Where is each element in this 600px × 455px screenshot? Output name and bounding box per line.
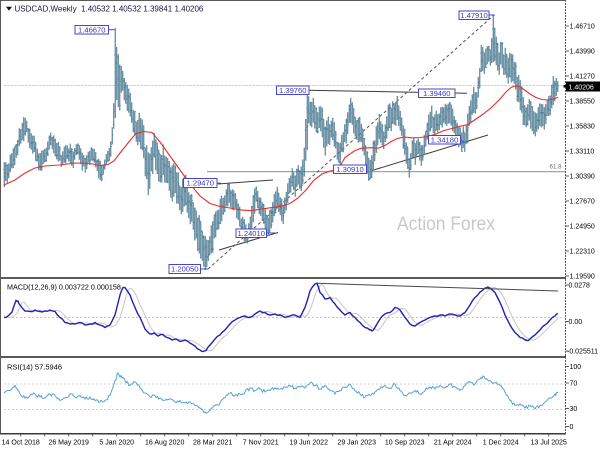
svg-text:1 Dec 2024: 1 Dec 2024: [483, 440, 519, 447]
svg-text:100: 100: [570, 364, 582, 371]
svg-text:Action Forex: Action Forex: [397, 213, 495, 235]
svg-text:10 Sep 2023: 10 Sep 2023: [385, 440, 425, 447]
svg-text:14 Oct 2018: 14 Oct 2018: [2, 440, 40, 447]
svg-text:1.27670: 1.27670: [570, 199, 595, 206]
svg-text:1.24950: 1.24950: [570, 224, 595, 231]
svg-text:1.38550: 1.38550: [570, 99, 595, 106]
svg-text:1.46710: 1.46710: [570, 24, 595, 31]
svg-text:1.24010: 1.24010: [238, 229, 265, 238]
svg-text:1.19590: 1.19590: [570, 274, 595, 281]
svg-text:1.39460: 1.39460: [423, 89, 450, 98]
svg-text:7 Nov 2021: 7 Nov 2021: [243, 440, 279, 447]
svg-text:1.22310: 1.22310: [570, 249, 595, 256]
svg-text:-0.025511: -0.025511: [567, 349, 598, 356]
svg-text:0: 0: [570, 424, 574, 431]
svg-text:USDCAD,Weekly 1.40532 1.40532: USDCAD,Weekly 1.40532 1.40532 1.39841 1.…: [15, 4, 204, 13]
svg-text:70: 70: [570, 381, 578, 388]
svg-text:1.30910: 1.30910: [336, 165, 363, 174]
svg-text:1.35830: 1.35830: [570, 124, 595, 131]
svg-text:1.46670: 1.46670: [78, 25, 105, 34]
svg-text:13 Jul 2025: 13 Jul 2025: [531, 440, 567, 447]
svg-text:29 Jan 2023: 29 Jan 2023: [337, 440, 376, 447]
svg-text:28 Mar 2021: 28 Mar 2021: [193, 440, 232, 447]
svg-text:26 May 2019: 26 May 2019: [48, 440, 89, 447]
svg-text:1.20050: 1.20050: [171, 265, 198, 274]
svg-text:21 Apr 2024: 21 Apr 2024: [434, 440, 472, 447]
svg-text:RSI(14) 57.5946: RSI(14) 57.5946: [7, 363, 62, 372]
svg-text:5 Jan 2020: 5 Jan 2020: [99, 440, 134, 447]
svg-text:0.00: 0.00: [569, 319, 583, 326]
svg-text:1.41270: 1.41270: [570, 74, 595, 81]
svg-text:30: 30: [570, 406, 578, 413]
svg-text:MACD(12,26,9) 0.003722 0.00015: MACD(12,26,9) 0.003722 0.000158: [7, 282, 121, 291]
svg-text:1.39760: 1.39760: [279, 86, 306, 95]
svg-text:16 Aug 2020: 16 Aug 2020: [145, 440, 184, 447]
svg-text:1.40206: 1.40206: [569, 84, 594, 91]
svg-text:19 Jun 2022: 19 Jun 2022: [289, 440, 328, 447]
svg-text:1.29470: 1.29470: [187, 179, 214, 188]
svg-text:61.8: 61.8: [550, 164, 563, 171]
svg-text:1.47910: 1.47910: [460, 11, 487, 20]
svg-text:1.34180: 1.34180: [431, 135, 458, 144]
svg-text:1.43990: 1.43990: [570, 49, 595, 56]
svg-text:1.33110: 1.33110: [570, 149, 595, 156]
svg-text:0.0278: 0.0278: [569, 283, 591, 290]
svg-text:1.30390: 1.30390: [570, 174, 595, 181]
